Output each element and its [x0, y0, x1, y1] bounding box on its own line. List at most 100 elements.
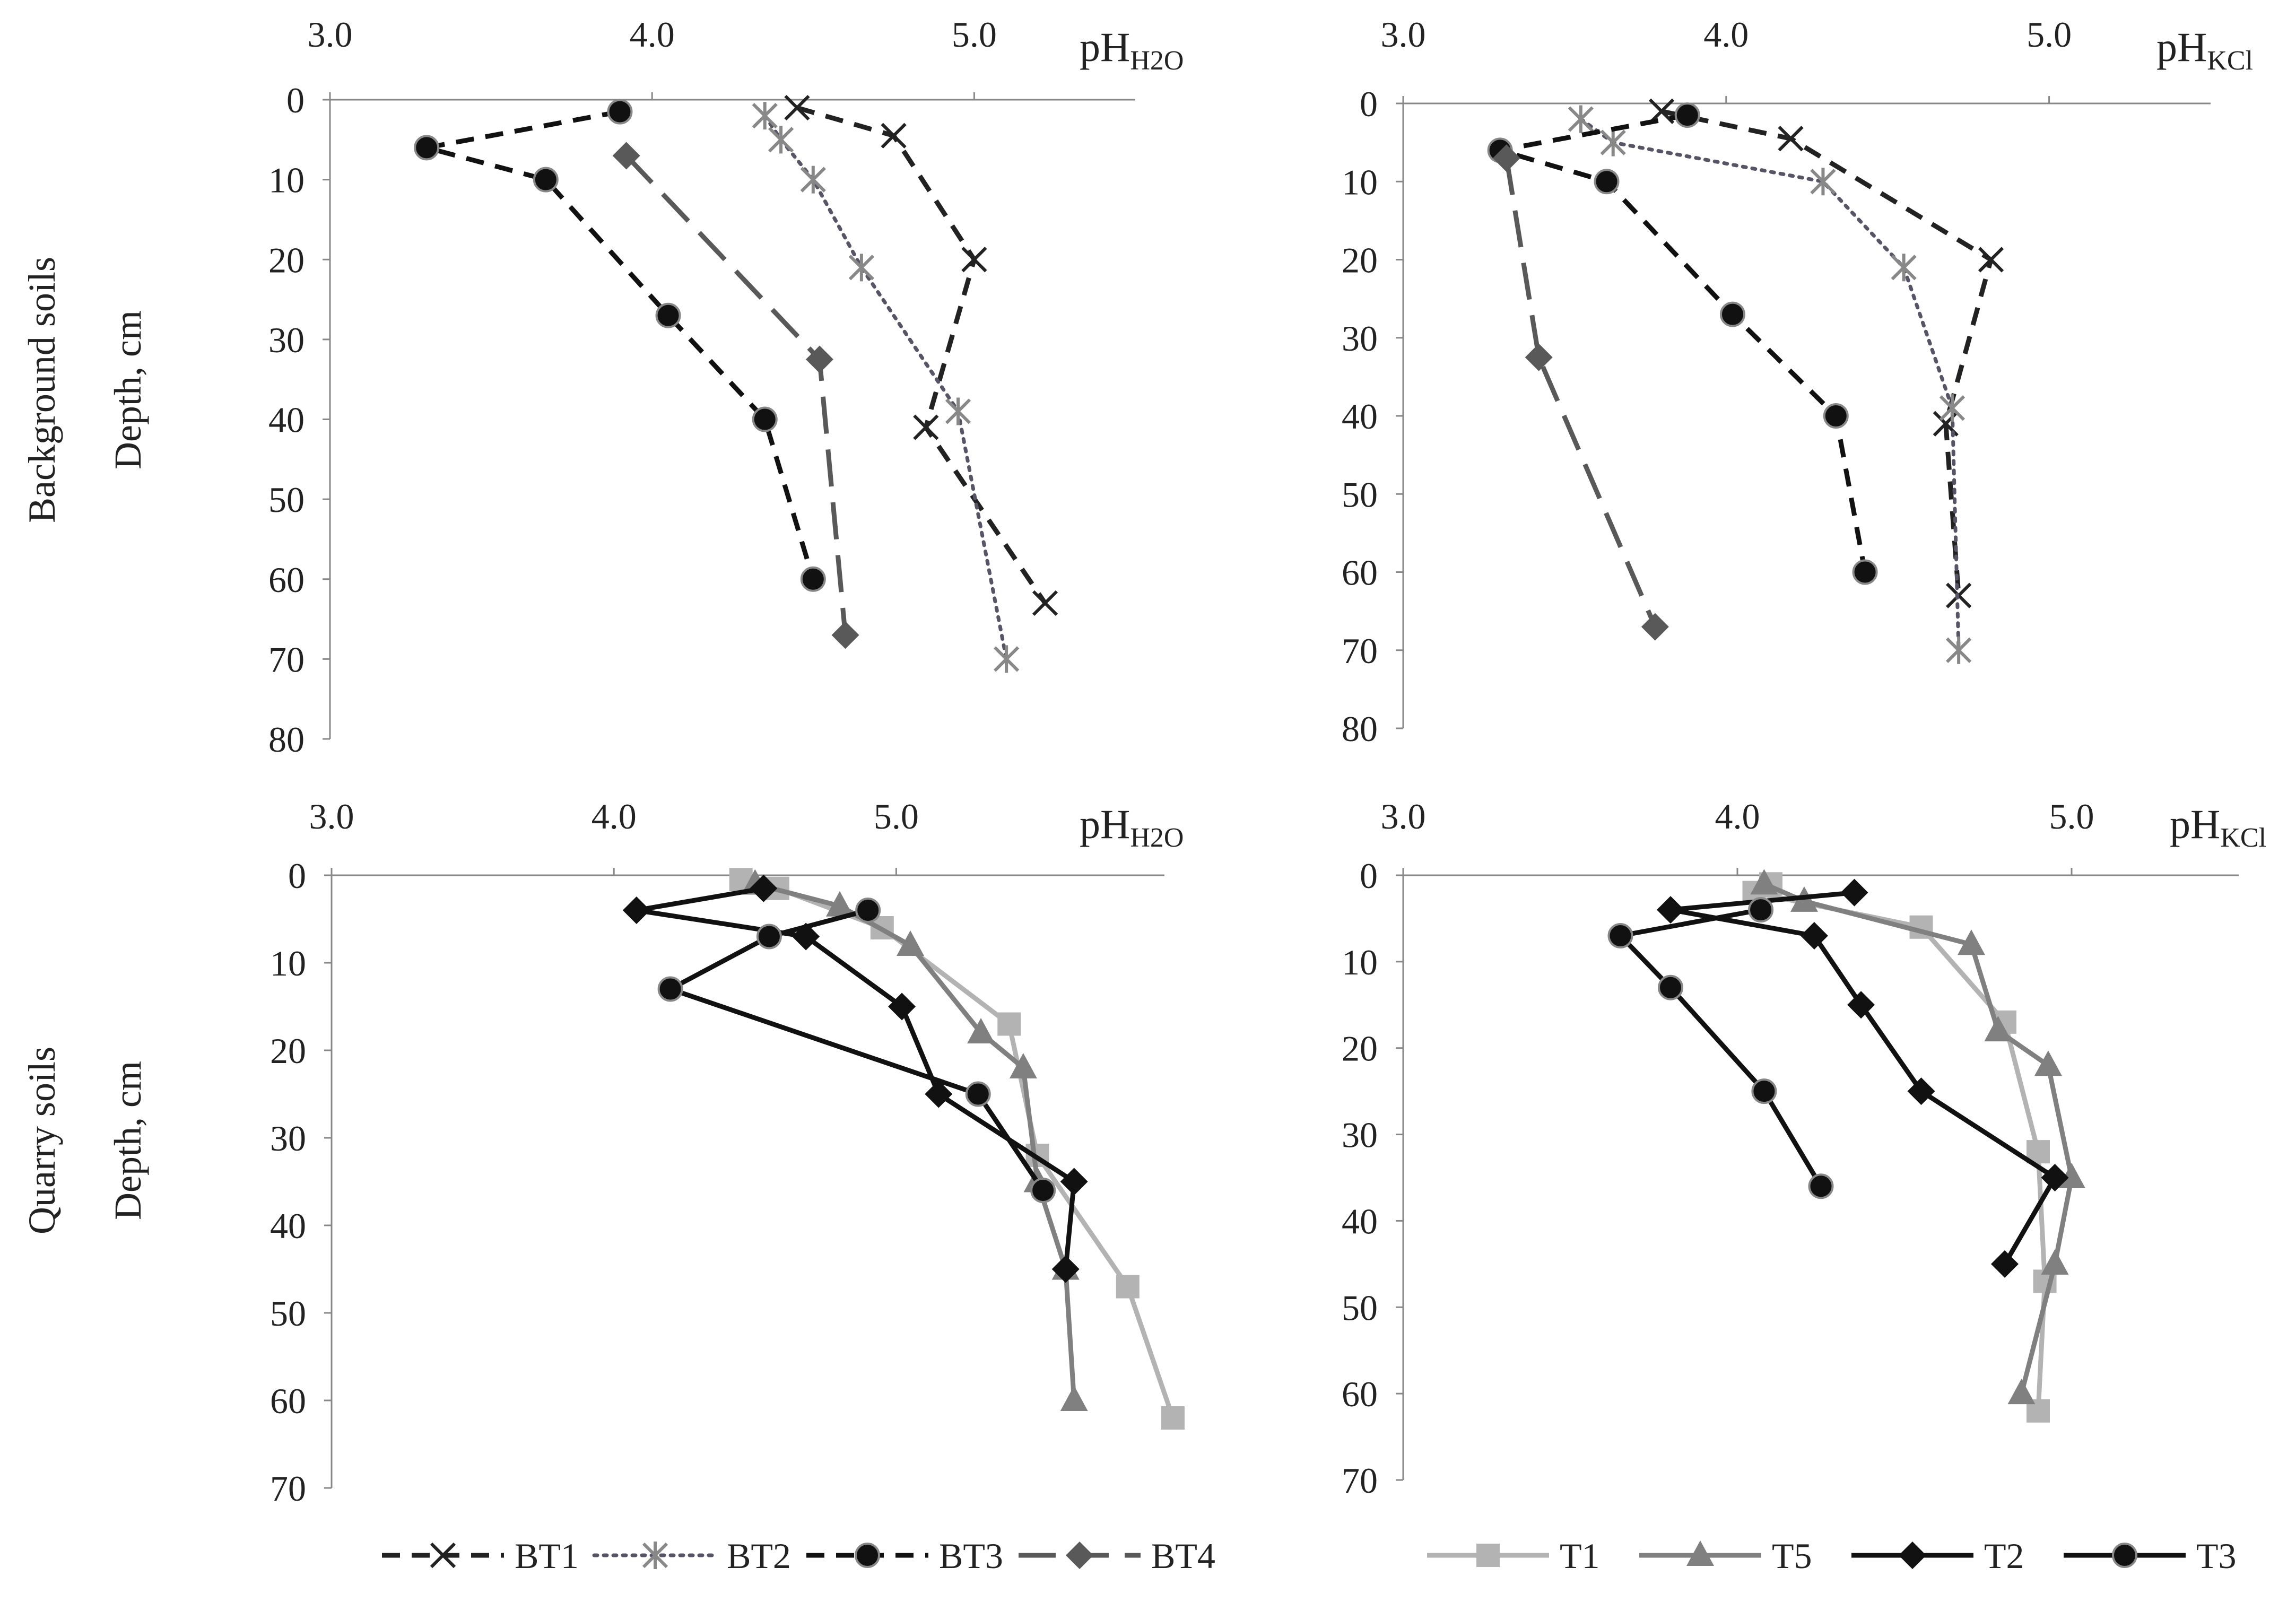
data-point-T3	[657, 976, 683, 1002]
data-point-BT2	[1600, 128, 1626, 156]
data-point-BT2	[1810, 168, 1836, 196]
x-tick-label: 4.0	[1703, 14, 1749, 55]
data-point-T5	[1984, 1016, 2012, 1042]
panel-bg-h2o: 3.0 4.0 5.0 pHH2O 0 10 20 30 40 50 60 70 80	[268, 14, 1184, 760]
series-BT1	[1648, 98, 2004, 608]
data-point-T3	[756, 924, 782, 950]
data-point-BT4	[805, 345, 833, 373]
data-point-BT4	[831, 621, 859, 649]
data-point-BT3	[1823, 403, 1849, 429]
data-point-T2	[1800, 922, 1828, 950]
x-axis-label: pHH2O	[1080, 24, 1184, 76]
legend-item-T1: T1	[1427, 1536, 1600, 1576]
data-point-T2	[750, 874, 778, 902]
data-point-BT2	[945, 397, 971, 425]
data-point-T5	[2058, 1163, 2085, 1188]
y-tick-label: 40	[270, 1206, 306, 1246]
x-tick-label: 4.0	[1715, 796, 1760, 837]
data-point-T2	[622, 896, 650, 924]
data-point-T5	[1060, 1386, 1088, 1411]
data-point-BT1	[1032, 590, 1058, 616]
data-point-T3	[1658, 974, 1683, 1000]
legend-marker-BT1	[430, 1542, 456, 1569]
x-tick-label: 3.0	[1381, 14, 1426, 55]
x-tick-label: 5.0	[874, 796, 919, 837]
series-line-T2	[634, 886, 1077, 1269]
data-point-T5	[1009, 1053, 1037, 1078]
y-tick-label: 30	[1342, 318, 1378, 359]
legend-item-BT3: BT3	[806, 1536, 1003, 1576]
y-tick-label: 40	[1342, 1201, 1378, 1241]
data-point-BT2	[800, 166, 826, 194]
x-tick-label: 3.0	[1381, 796, 1426, 837]
panel-bg-kcl: 3.0 4.0 5.0 pHKCl 0 10 20 30 40 50 60 70 80	[1342, 14, 2253, 749]
data-point-T5	[1750, 869, 1778, 895]
row-label-quarry: Quarry soils	[21, 1047, 63, 1234]
y-tick-label: 30	[1342, 1115, 1378, 1155]
data-point-T3	[1808, 1173, 1834, 1199]
series-BT3	[414, 99, 826, 592]
data-point-T2	[1991, 1250, 2019, 1278]
legend-label: T1	[1560, 1536, 1600, 1576]
series-BT2	[1568, 105, 1972, 664]
data-point-T2	[1907, 1077, 1935, 1105]
series-T3	[657, 898, 1056, 1203]
data-point-BT3	[607, 99, 633, 125]
y-tick-label: 60	[1342, 553, 1378, 593]
legend-label: BT2	[727, 1536, 791, 1576]
y-tick-label: 50	[1342, 1287, 1378, 1328]
data-point-BT4	[1641, 613, 1669, 641]
y-tick-label: 40	[268, 400, 305, 440]
legend-item-BT4: BT4	[1019, 1536, 1215, 1576]
x-tick-label: 5.0	[2027, 14, 2072, 55]
data-point-BT4	[612, 142, 640, 170]
series-BT1	[784, 94, 1058, 616]
x-axis-label: pHH2O	[1080, 801, 1184, 853]
data-point-T5	[2007, 1379, 2036, 1405]
data-point-BT4	[1525, 343, 1553, 371]
series-BT2	[752, 102, 1020, 673]
data-point-BT4	[1492, 144, 1520, 172]
legend-marker-T2	[1899, 1542, 1926, 1569]
y-tick-label: 0	[1360, 84, 1378, 124]
y-tick-label: 0	[286, 80, 305, 120]
data-point-BT1	[1978, 247, 2004, 273]
data-point-BT3	[1852, 559, 1878, 585]
y-tick-label: 50	[270, 1293, 306, 1334]
x-axis-label-sub: H2O	[1130, 823, 1184, 853]
data-point-T5	[825, 891, 854, 917]
data-point-T5	[967, 1018, 995, 1043]
data-point-T3	[1030, 1178, 1056, 1203]
series-line-T3	[668, 908, 1045, 1192]
legend-marker-BT4	[1066, 1542, 1093, 1569]
data-point-BT3	[800, 566, 826, 592]
x-tick-label: 5.0	[2049, 796, 2094, 837]
data-point-T2	[2041, 1164, 2069, 1191]
legend-label: BT4	[1151, 1536, 1215, 1576]
data-point-T1	[1116, 1275, 1140, 1299]
x-axis-label: pHKCl	[2156, 24, 2253, 76]
legend-label: T2	[1984, 1536, 2024, 1576]
y-tick-label: 60	[1342, 1374, 1378, 1414]
panel-q-kcl: 3.0 4.0 5.0 pHKCl 0 10 20 30 40 50 60 70	[1342, 796, 2266, 1501]
series-T2	[622, 874, 1088, 1283]
series-line-T3	[1618, 907, 1823, 1188]
data-point-BT1	[1778, 126, 1804, 152]
x-tick-label: 3.0	[309, 796, 354, 837]
y-tick-label: 10	[268, 160, 305, 201]
data-point-T2	[1840, 878, 1868, 907]
series-T2	[1657, 878, 2069, 1278]
series-line-BT2	[1579, 117, 1961, 652]
x-tick-label: 5.0	[952, 14, 997, 55]
series-line-BT3	[424, 109, 816, 580]
data-point-T5	[2034, 1050, 2062, 1076]
data-point-T2	[1051, 1255, 1080, 1283]
y-tick-label: 70	[1342, 631, 1378, 671]
series-line-T5	[1763, 882, 2074, 1395]
series-line-T2	[1668, 890, 2057, 1266]
depth-label-quarry: Depth, cm	[107, 1061, 149, 1220]
data-point-BT2	[1939, 394, 1965, 422]
y-tick-label: 10	[270, 943, 306, 983]
x-tick-label: 4.0	[630, 14, 675, 55]
data-point-BT1	[881, 123, 907, 149]
